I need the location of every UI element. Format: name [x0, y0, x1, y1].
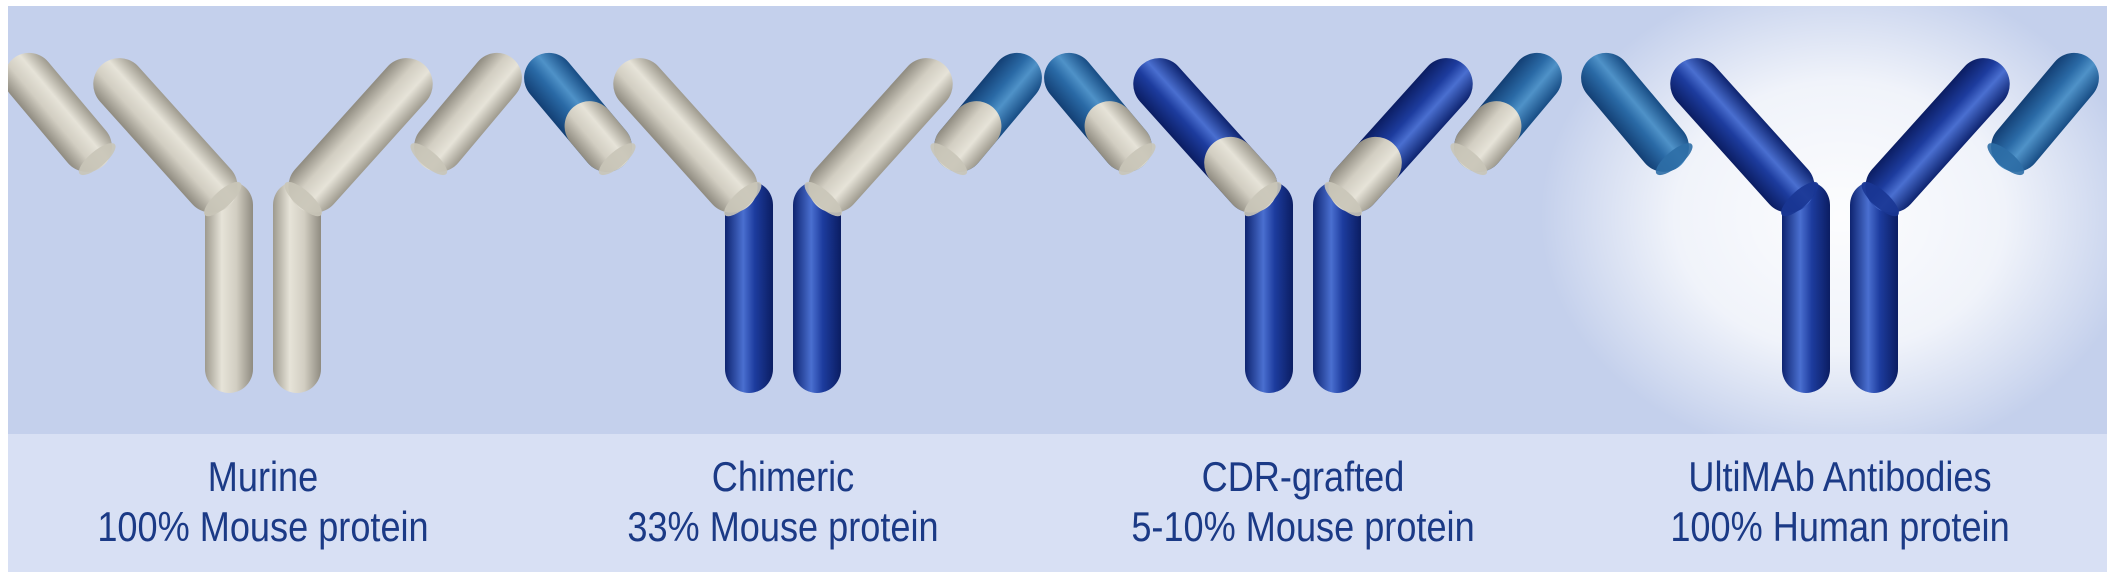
- caption-band: [8, 434, 2107, 572]
- mouse-protein-percentage: 100% Mouse protein: [97, 503, 429, 550]
- caption-3: CDR-grafted 5-10% Mouse protein: [1079, 452, 1526, 552]
- caption-1: Murine 100% Mouse protein: [39, 452, 486, 552]
- antibody-3: [1044, 52, 1562, 393]
- mouse-protein-percentage: 100% Human protein: [1670, 503, 2010, 550]
- right-heavy-arm: [804, 58, 953, 217]
- left-heavy-arm: [1670, 58, 1819, 217]
- mouse-protein-percentage: 33% Mouse protein: [627, 503, 939, 550]
- right-stem: [1313, 181, 1361, 393]
- left-stem: [1782, 181, 1830, 393]
- right-light-arm: [410, 52, 522, 176]
- antibody-2: [524, 52, 1042, 393]
- right-stem: [793, 181, 841, 393]
- left-stem: [725, 181, 773, 393]
- left-heavy-arm: [1133, 58, 1282, 217]
- right-heavy-arm: [1324, 58, 1473, 217]
- antibody-name: CDR-grafted: [1201, 453, 1405, 500]
- antibody-name: Chimeric: [711, 453, 855, 500]
- left-light-arm: [1044, 52, 1156, 176]
- right-stem: [1850, 181, 1898, 393]
- caption-2: Chimeric 33% Mouse protein: [559, 452, 1006, 552]
- antibody-name: UltiMAb Antibodies: [1688, 453, 1992, 500]
- antibody-4: [1540, 6, 2107, 434]
- left-stem: [1245, 181, 1293, 393]
- right-heavy-arm: [1861, 58, 2010, 217]
- right-light-arm: [1987, 52, 2099, 176]
- antibody-illustrations: [8, 6, 2107, 434]
- caption-4: UltiMAb Antibodies 100% Human protein: [1616, 452, 2063, 552]
- antibody-1: [8, 52, 522, 393]
- right-stem: [273, 181, 321, 393]
- right-light-arm: [1450, 52, 1562, 176]
- left-heavy-arm: [93, 58, 242, 217]
- right-heavy-arm: [284, 58, 433, 217]
- right-light-arm: [930, 52, 1042, 176]
- left-heavy-arm: [613, 58, 762, 217]
- left-light-arm: [1581, 52, 1693, 176]
- left-light-arm: [8, 52, 116, 176]
- left-light-arm: [524, 52, 636, 176]
- left-stem: [205, 181, 253, 393]
- antibody-name: Murine: [207, 453, 319, 500]
- antibody-comparison-panel: Murine 100% Mouse protein Chimeric 33% Mous…: [8, 6, 2107, 572]
- mouse-protein-percentage: 5-10% Mouse protein: [1131, 503, 1475, 550]
